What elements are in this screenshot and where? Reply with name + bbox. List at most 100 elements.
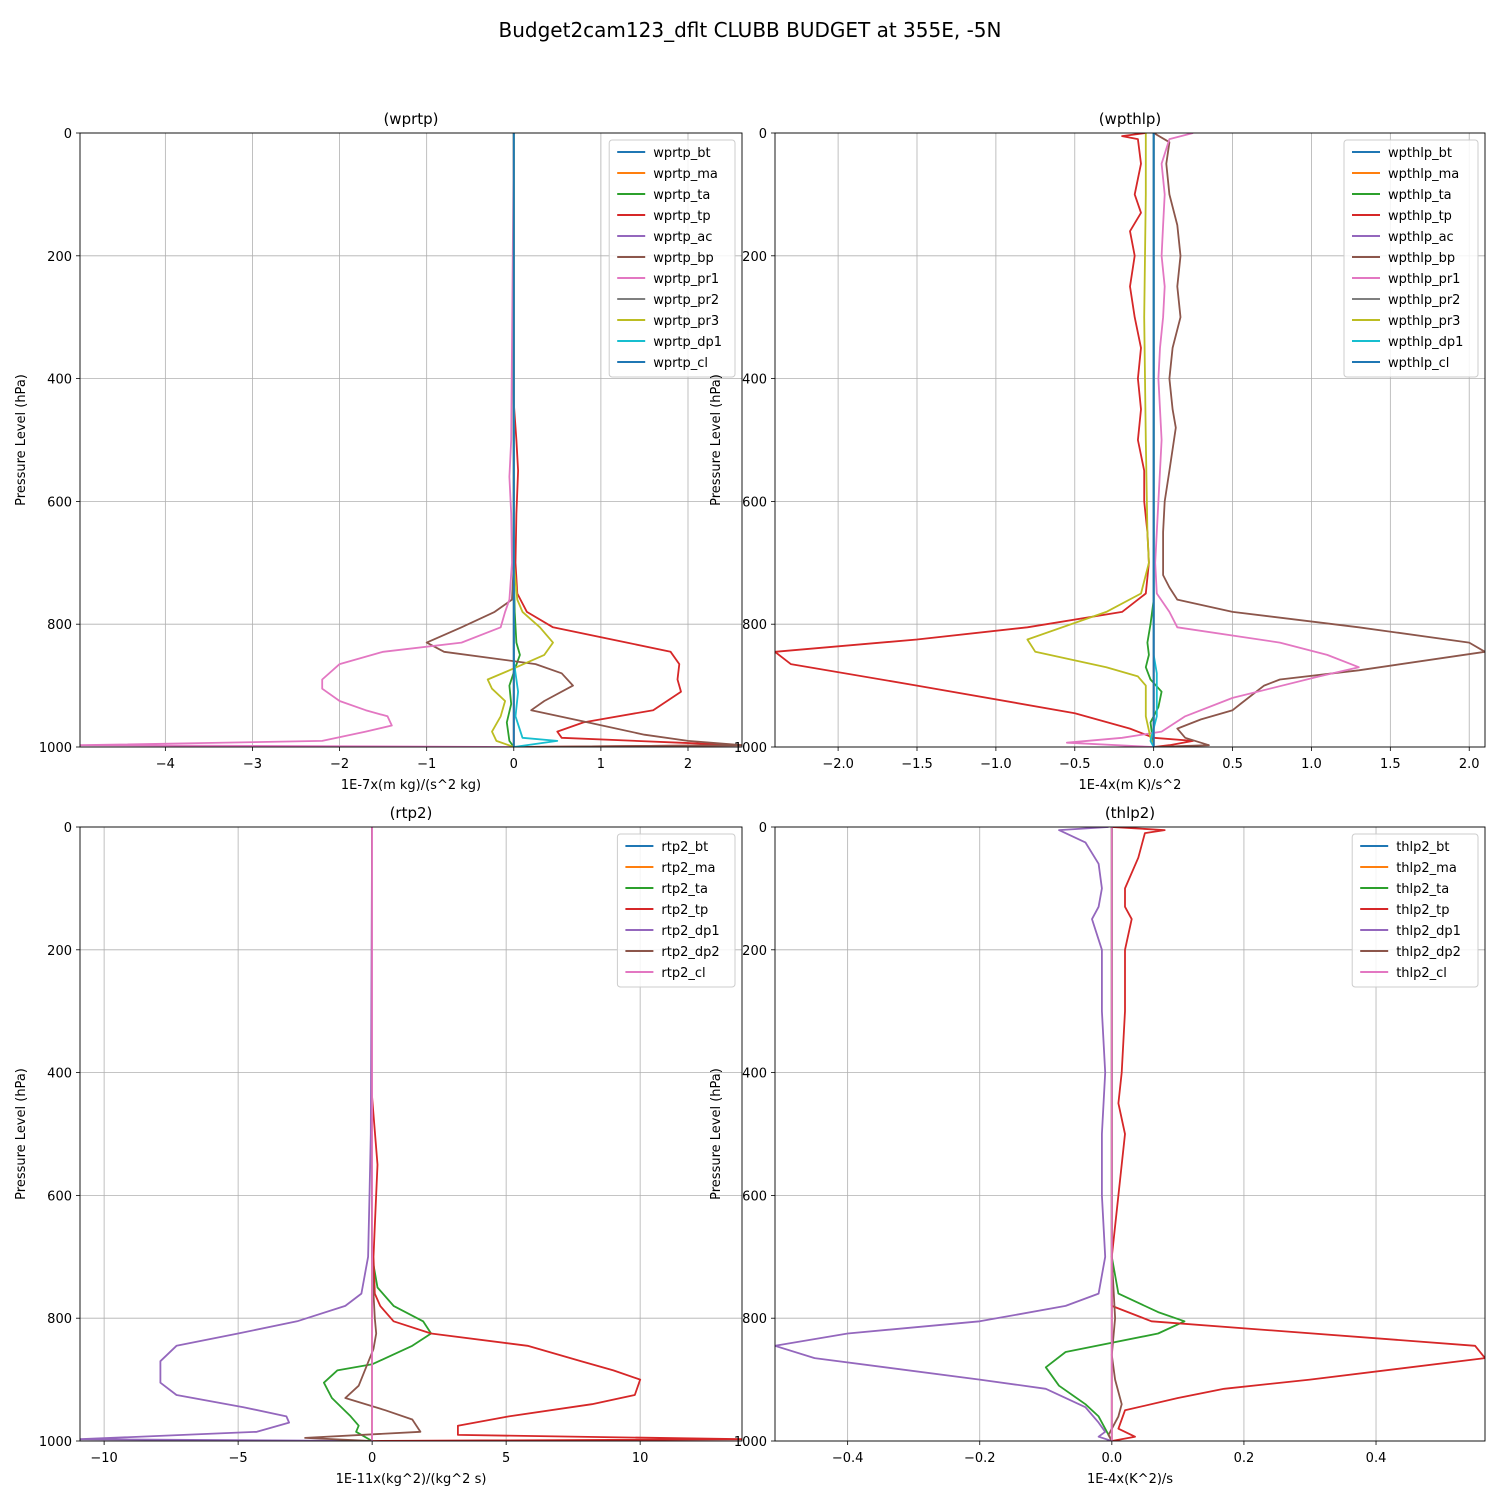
x-axis-label: 1E-4x(K^2)/s <box>1087 1472 1173 1487</box>
y-tick-label: 1000 <box>39 741 72 756</box>
y-tick-label: 0 <box>759 127 767 142</box>
legend-label: wpthlp_ac <box>1388 230 1454 245</box>
chart-panel-0: −4 −3 −2 −1 0 1 2 0 200 400 600 800 1000 (wprtp) 1E-7x… <box>14 110 743 793</box>
x-tick-label: 0.0 <box>1143 757 1164 772</box>
legend-label: thlp2_tp <box>1396 903 1449 918</box>
series-line-wpthlp_pr1 <box>1066 133 1360 747</box>
legend-label: wprtp_pr2 <box>653 293 719 308</box>
legend-label: wprtp_ac <box>653 230 712 245</box>
x-tick-label: 0.0 <box>1101 1451 1122 1466</box>
x-tick-label: 1.5 <box>1380 757 1401 772</box>
y-tick-label: 600 <box>742 1189 767 1204</box>
x-tick-label: −3 <box>243 757 262 772</box>
y-tick-label: 600 <box>47 1189 72 1204</box>
x-tick-label: 1 <box>597 757 605 772</box>
series-line-rtp2_ta <box>323 827 432 1441</box>
legend-label: rtp2_tp <box>661 903 708 918</box>
x-tick-label: −10 <box>90 1451 117 1466</box>
x-tick-label: 0.5 <box>1222 757 1243 772</box>
series-line-rtp2_tp <box>371 827 742 1441</box>
series-group <box>775 827 1485 1441</box>
x-tick-label: 10 <box>632 1451 649 1466</box>
series-group <box>80 827 742 1441</box>
x-tick-label: −2.0 <box>822 757 854 772</box>
legend-label: rtp2_bt <box>661 840 708 855</box>
legend-label: wpthlp_pr1 <box>1388 272 1460 287</box>
y-tick-label: 400 <box>742 373 767 388</box>
x-tick-label: 0.4 <box>1366 1451 1387 1466</box>
legend-label: wpthlp_pr2 <box>1388 293 1460 308</box>
y-tick-label: 200 <box>742 944 767 959</box>
y-tick-label: 800 <box>742 1312 767 1327</box>
chart-panel-3: −0.4 −0.2 0.0 0.2 0.4 0 200 400 600 800 1000 (thlp2… <box>709 804 1486 1487</box>
x-axis-label: 1E-11x(kg^2)/(kg^2 s) <box>336 1472 487 1487</box>
legend: wpthlp_bt wpthlp_ma wpthlp_ta wpthlp_tpwpth… <box>1343 139 1479 378</box>
legend-label: wprtp_tp <box>653 209 710 224</box>
y-axis-label: Pressure Level (hPa) <box>709 1068 724 1200</box>
x-tick-label: −0.4 <box>832 1451 864 1466</box>
y-tick-label: 200 <box>47 250 72 265</box>
series-line-wprtp_bp <box>425 133 742 747</box>
y-tick-label: 200 <box>742 250 767 265</box>
y-tick-label: 0 <box>759 821 767 836</box>
y-tick-label: 600 <box>47 495 72 510</box>
figure-title: Budget2cam123_dflt CLUBB BUDGET at 355E,… <box>499 18 1002 42</box>
legend-label: thlp2_ma <box>1396 861 1457 876</box>
legend-label: wpthlp_dp1 <box>1388 335 1463 350</box>
x-tick-label: 5 <box>502 1451 510 1466</box>
y-tick-label: 200 <box>47 944 72 959</box>
y-tick-label: 1000 <box>734 1435 767 1450</box>
legend-label: wprtp_pr1 <box>653 272 719 287</box>
legend-label: wpthlp_tp <box>1388 209 1452 224</box>
series-line-wpthlp_pr3 <box>1026 133 1155 747</box>
x-tick-label: −0.5 <box>1059 757 1091 772</box>
legend-label: rtp2_cl <box>661 966 705 981</box>
panel-title: (wprtp) <box>383 110 438 128</box>
panel-title: (wpthlp) <box>1099 110 1162 128</box>
legend-label: wprtp_bp <box>653 251 714 266</box>
y-tick-label: 1000 <box>39 1435 72 1450</box>
y-tick-label: 400 <box>742 1067 767 1082</box>
series-line-thlp2_dp1 <box>775 827 1113 1441</box>
axes-frame <box>79 826 743 1442</box>
series-line-wpthlp_bp <box>1153 133 1485 747</box>
series-line-thlp2_dp2 <box>1107 827 1123 1441</box>
x-tick-label: 1.0 <box>1301 757 1322 772</box>
x-axis-label: 1E-7x(m kg)/(s^2 kg) <box>341 778 481 793</box>
y-axis-label: Pressure Level (hPa) <box>709 374 724 506</box>
series-group <box>80 133 742 747</box>
y-tick-label: 800 <box>47 1312 72 1327</box>
y-tick-label: 600 <box>742 495 767 510</box>
legend-label: thlp2_dp2 <box>1396 945 1461 960</box>
legend-label: wpthlp_ta <box>1388 188 1452 203</box>
legend-label: wpthlp_cl <box>1388 356 1449 371</box>
series-line-wpthlp_tp <box>775 133 1194 747</box>
legend-label: wprtp_ma <box>653 167 718 182</box>
series-line-thlp2_tp <box>1110 827 1485 1441</box>
legend-label: rtp2_dp2 <box>661 945 719 960</box>
legend-label: wpthlp_ma <box>1388 167 1459 182</box>
y-tick-label: 800 <box>47 618 72 633</box>
y-tick-label: 1000 <box>734 741 767 756</box>
series-line-wpthlp_ta <box>1144 133 1163 747</box>
legend-label: wpthlp_pr3 <box>1388 314 1460 329</box>
series-line-thlp2_ta <box>1044 827 1186 1441</box>
series-line-wprtp_pr1 <box>80 133 515 747</box>
chart-panel-1: −2.0 −1.5 −1.0 −0.5 0.0 0.5 1.0 1.5 2.0 0 200 400 60… <box>709 110 1486 793</box>
x-tick-label: 2.0 <box>1459 757 1480 772</box>
axes-frame <box>774 826 1486 1442</box>
x-tick-label: −2 <box>330 757 349 772</box>
legend-label: rtp2_ta <box>661 882 708 897</box>
legend-label: wpthlp_bp <box>1388 251 1455 266</box>
legend-label: wprtp_cl <box>653 356 708 371</box>
y-tick-label: 400 <box>47 1067 72 1082</box>
x-tick-label: −0.2 <box>964 1451 996 1466</box>
x-axis-label: 1E-4x(m K)/s^2 <box>1079 778 1182 793</box>
legend-label: wpthlp_bt <box>1388 146 1452 161</box>
legend-label: thlp2_ta <box>1396 882 1449 897</box>
y-axis-label: Pressure Level (hPa) <box>14 1068 29 1200</box>
axes-frame <box>774 132 1486 748</box>
x-tick-label: 2 <box>684 757 692 772</box>
series-line-wprtp_tp <box>512 133 742 747</box>
legend-label: thlp2_bt <box>1396 840 1449 855</box>
